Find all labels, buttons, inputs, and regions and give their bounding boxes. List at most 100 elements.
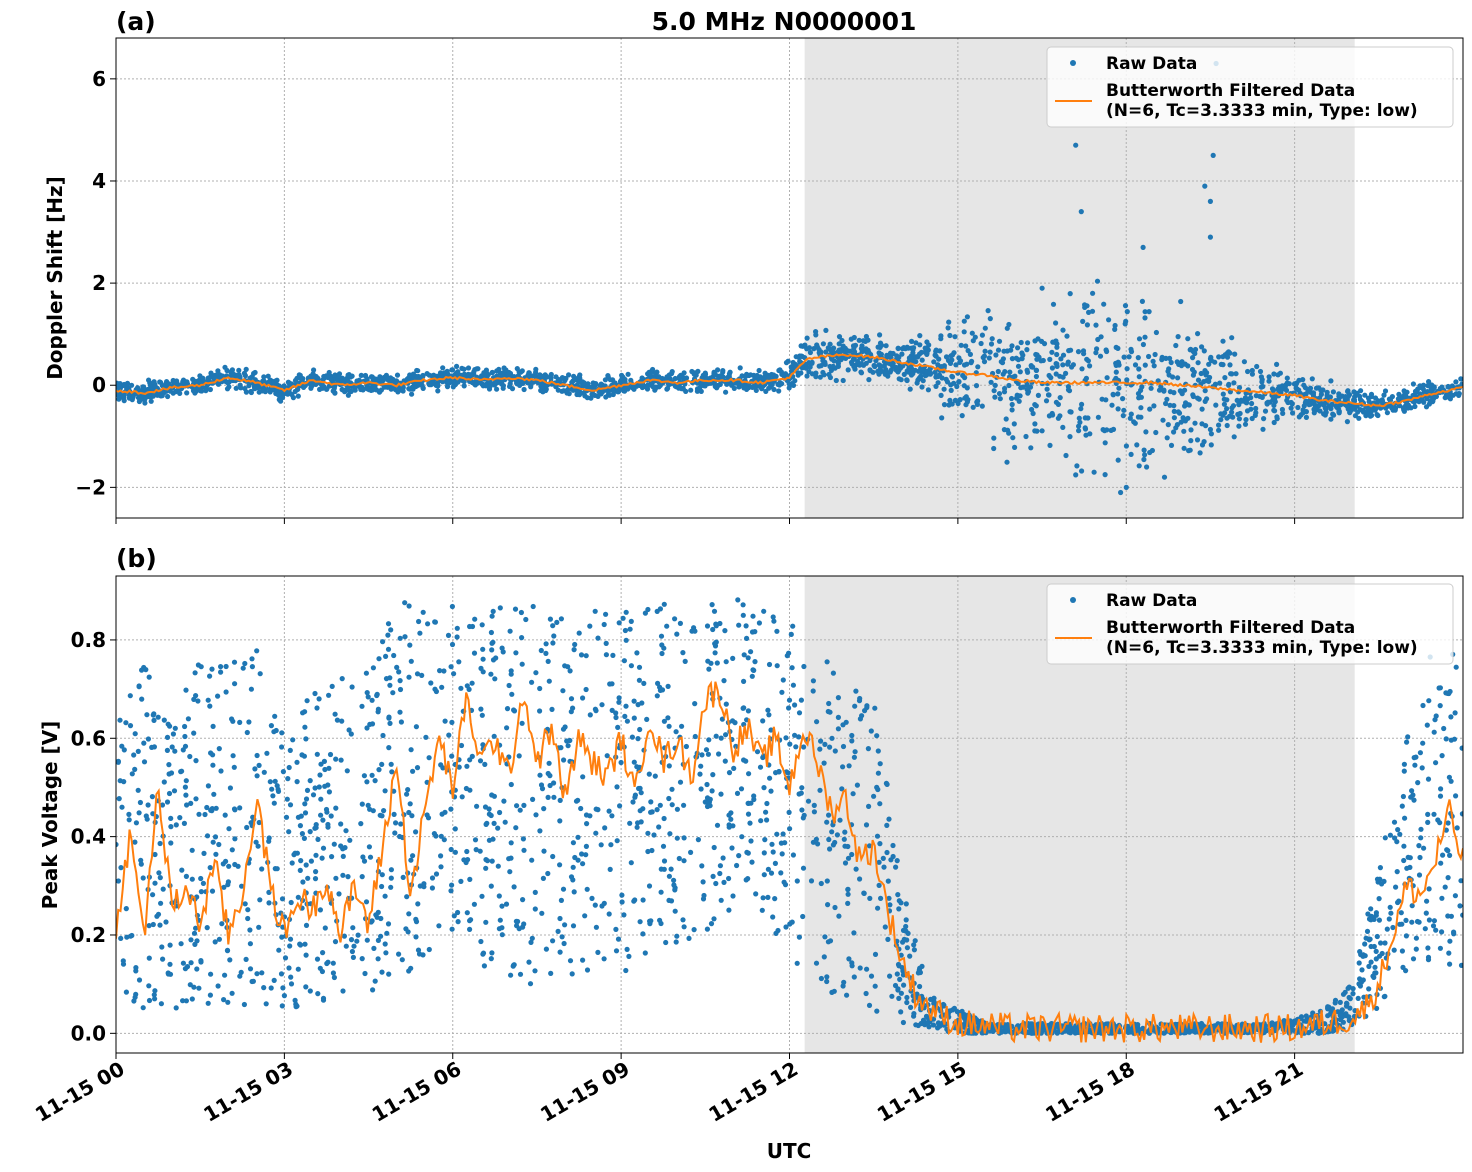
raw-data-point [1426, 698, 1432, 704]
raw-data-point [550, 938, 556, 944]
raw-data-point [1142, 452, 1148, 458]
raw-data-point [726, 907, 732, 913]
raw-data-point [604, 753, 610, 759]
raw-data-point [967, 351, 974, 357]
raw-data-point [207, 386, 213, 393]
raw-data-point [314, 705, 320, 711]
raw-data-point [1109, 402, 1115, 408]
raw-data-point [844, 992, 850, 998]
raw-data-point [265, 373, 271, 379]
raw-data-point [1367, 412, 1373, 418]
raw-data-point [1373, 912, 1379, 918]
raw-data-point [790, 852, 797, 858]
raw-data-point [839, 786, 845, 792]
raw-data-point [182, 784, 188, 790]
raw-data-point [146, 674, 152, 680]
raw-data-point [503, 367, 509, 373]
raw-data-point [772, 896, 778, 902]
raw-data-point [1253, 410, 1259, 416]
raw-data-point [177, 815, 183, 821]
raw-data-point [340, 988, 346, 994]
raw-data-point [761, 608, 767, 614]
raw-data-point [1227, 350, 1233, 356]
raw-data-point [1412, 403, 1418, 410]
raw-data-point [359, 703, 365, 709]
raw-data-point [770, 849, 776, 855]
raw-data-point [365, 694, 371, 700]
raw-data-point [286, 764, 292, 771]
raw-data-point [707, 796, 713, 803]
raw-data-point [1425, 819, 1431, 826]
raw-data-point [646, 771, 652, 777]
raw-data-point [449, 926, 455, 932]
raw-data-point [207, 673, 213, 679]
raw-data-point [269, 786, 275, 792]
raw-data-point [965, 348, 971, 354]
raw-data-point [1423, 910, 1429, 916]
raw-data-point [899, 351, 905, 357]
raw-data-point [941, 402, 948, 408]
raw-data-point [1175, 334, 1181, 340]
raw-data-point [964, 314, 971, 320]
raw-data-point [253, 839, 259, 845]
raw-data-point [327, 751, 334, 758]
raw-data-point [150, 892, 156, 898]
raw-data-point [386, 745, 392, 751]
raw-data-point [464, 683, 470, 689]
raw-data-point [740, 602, 746, 608]
raw-data-point [901, 936, 907, 942]
raw-data-point [135, 787, 141, 793]
raw-data-point [303, 952, 309, 958]
raw-data-point [1260, 426, 1266, 432]
raw-data-point [1060, 424, 1066, 430]
raw-data-point [1095, 414, 1101, 420]
raw-data-point [333, 805, 339, 811]
raw-data-point [877, 841, 883, 847]
raw-data-point [438, 762, 444, 768]
raw-data-point [603, 652, 610, 658]
raw-data-point [932, 369, 938, 375]
raw-data-point [506, 682, 512, 689]
raw-data-point [917, 983, 923, 990]
raw-data-point [250, 978, 256, 984]
raw-data-point [405, 787, 411, 793]
raw-data-point [1136, 366, 1142, 372]
raw-data-point [607, 377, 613, 383]
raw-data-point [545, 870, 551, 877]
raw-data-point [706, 666, 712, 672]
raw-data-point [1033, 367, 1040, 373]
raw-data-point [1120, 413, 1126, 419]
raw-data-point [1202, 368, 1208, 374]
raw-data-point [796, 791, 802, 797]
raw-data-point [256, 819, 262, 826]
raw-data-point [495, 863, 501, 869]
raw-data-point [185, 716, 191, 722]
raw-data-point [369, 721, 376, 727]
raw-data-point [796, 934, 803, 940]
raw-data-point [1148, 385, 1154, 391]
raw-data-point [1047, 442, 1053, 448]
raw-data-point [974, 399, 980, 405]
raw-data-point [631, 759, 637, 765]
raw-data-point [571, 889, 577, 895]
raw-data-point [351, 943, 357, 949]
raw-data-point [451, 913, 457, 919]
raw-data-point [1393, 884, 1399, 890]
raw-data-point [634, 764, 640, 770]
raw-data-point [385, 375, 391, 381]
raw-data-point [814, 719, 820, 725]
raw-data-point [261, 374, 267, 380]
raw-data-point [1340, 991, 1347, 997]
raw-data-point [1217, 380, 1223, 386]
raw-data-point [146, 983, 152, 989]
raw-data-point [878, 895, 884, 902]
raw-data-point [386, 714, 392, 720]
raw-data-point [157, 379, 164, 385]
raw-data-point [361, 858, 368, 864]
raw-data-point [1343, 394, 1349, 400]
raw-data-point [533, 812, 539, 818]
raw-data-point [1032, 428, 1038, 434]
raw-data-point [1294, 386, 1300, 392]
raw-data-point [887, 973, 893, 979]
raw-data-point [603, 611, 609, 617]
